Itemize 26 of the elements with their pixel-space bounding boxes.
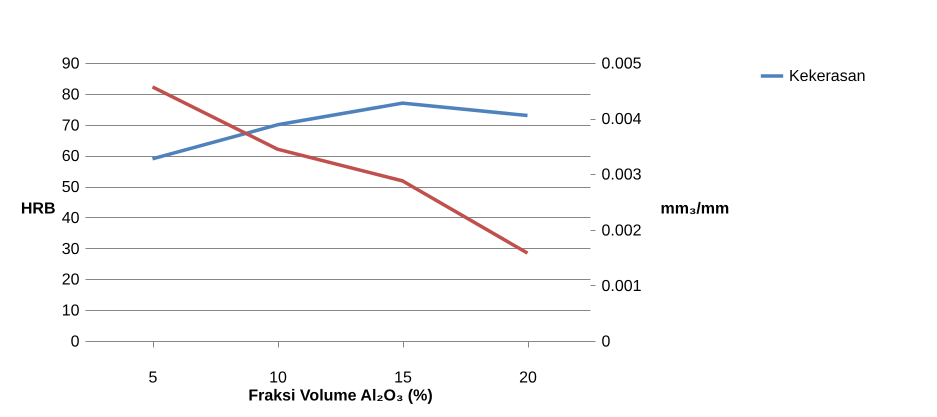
legend-label: Kekerasan	[789, 68, 866, 85]
y-tick-label: 40	[62, 210, 80, 227]
x-axis-title: Fraksi Volume Al₂O₃ (%)	[248, 388, 433, 404]
y-tick-label: 30	[62, 240, 80, 258]
y-tick-label: 80	[62, 86, 80, 104]
y2-axis-title: mm₃/mm	[660, 200, 730, 218]
y2-tick-label: 0.001	[602, 278, 642, 295]
y-axis-title: HRB	[20, 200, 56, 218]
y-tick-label: 20	[62, 272, 80, 289]
y2-tick-label: 0.002	[602, 222, 642, 240]
y-tick-label: 60	[62, 148, 80, 166]
y-tick-label: 70	[62, 117, 80, 134]
y2-tick-label: 0.005	[602, 56, 642, 72]
y-tick-label: 50	[62, 179, 80, 196]
y-tick-label: 90	[62, 56, 80, 72]
line-series	[150, 85, 530, 255]
line-series	[150, 101, 530, 161]
y2-tick-label: 0	[602, 334, 610, 350]
x-tick-label: 20	[519, 370, 537, 386]
y-tick-label: 0	[70, 334, 80, 350]
y2-tick-label: 0.004	[602, 111, 642, 128]
y2-tick-label: 0.003	[602, 166, 642, 184]
x-tick-label: 5	[148, 370, 158, 386]
y-tick-label: 10	[62, 302, 80, 320]
x-tick-label: 10	[269, 370, 287, 386]
x-tick-label: 15	[394, 370, 412, 386]
